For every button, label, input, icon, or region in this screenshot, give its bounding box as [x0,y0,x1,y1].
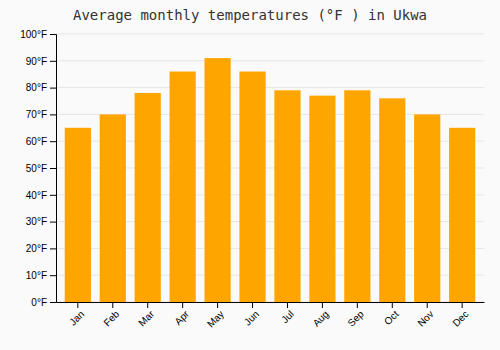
x-tick-mark [322,302,323,308]
y-axis-line [50,35,57,303]
y-tick-mark [50,222,56,223]
y-tick: 80°F [26,82,56,93]
x-tick: Sep [345,302,366,329]
y-tick-mark [50,275,56,276]
bar [170,72,196,302]
y-tick-mark [50,302,56,303]
x-tick-mark [112,302,113,308]
y-tick-label: 100°F [20,29,47,40]
y-tick-mark [50,114,56,115]
plot-area: 0°F 10°F 20°F 30°F 40°F 50°F 60°F 70°F 80°F 90°F 1… [20,29,484,330]
bar [100,114,126,302]
y-tick-mark [50,248,56,249]
y-tick: 100°F [20,29,56,40]
x-tick-label: Nov [415,308,435,328]
y-tick: 30°F [26,216,56,227]
bar [449,128,475,302]
x-tick-label: Dec [450,308,470,328]
x-tick-mark [147,302,148,308]
x-tick-label: Aug [311,308,331,328]
x-tick-label: Jun [242,308,261,327]
x-axis-line [57,302,485,303]
x-tick: Feb [101,302,121,328]
x-tick: May [205,302,226,330]
x-tick-mark [392,302,393,308]
bar [239,72,265,302]
y-tick-mark [50,141,56,142]
y-tick: 20°F [26,243,56,254]
x-tick-mark [462,302,463,308]
y-tick-label: 80°F [26,82,47,93]
y-tick-label: 20°F [26,243,47,254]
y-tick-mark [50,168,56,169]
y-tick-mark [50,61,56,62]
grid-line [56,87,484,88]
bar [65,128,91,302]
x-tick: Nov [415,302,435,329]
x-tick: Aug [311,302,331,329]
y-tick-label: 0°F [31,297,47,308]
grid-line [56,34,484,35]
x-tick-mark [287,302,288,308]
chart-container: Average monthly temperatures (°F ) in Uk… [0,0,500,350]
x-tick-mark [217,302,218,308]
x-tick: Mar [136,302,156,328]
x-tick-label: Feb [101,308,121,328]
bar [309,96,335,302]
x-tick-mark [427,302,428,308]
bar [414,114,440,302]
chart-svg: Average monthly temperatures (°F ) in Uk… [0,0,500,350]
x-axis: Jan Feb Mar Apr May Jun Jul Aug Sep Oct Nov Dec [57,302,485,330]
x-tick-label: Apr [172,308,191,327]
y-tick: 60°F [26,136,56,147]
y-tick-mark [50,195,56,196]
y-tick-label: 70°F [26,109,47,120]
y-tick-label: 40°F [26,190,47,201]
x-tick: Jun [242,302,261,328]
bar [135,93,161,302]
y-tick: 70°F [26,109,56,120]
y-tick-mark [50,88,56,89]
y-tick: 50°F [26,163,56,174]
y-tick-label: 10°F [26,270,47,281]
y-tick: 90°F [26,56,56,67]
y-tick: 10°F [26,270,56,281]
x-tick-mark [77,302,78,308]
x-tick-label: Jan [67,308,86,327]
bar [204,58,230,302]
y-tick: 40°F [26,190,56,201]
y-tick-label: 30°F [26,216,47,227]
x-tick: Jan [67,302,86,328]
chart-title: Average monthly temperatures (°F ) in Uk… [73,7,427,23]
bars [65,58,476,302]
x-tick-label: Oct [382,308,401,327]
x-tick: Jul [279,302,296,325]
x-tick-mark [252,302,253,308]
x-tick-mark [182,302,183,308]
y-tick-label: 60°F [26,136,47,147]
x-tick-label: May [205,308,226,329]
y-tick-mark [50,34,56,35]
y-tick: 0°F [31,297,56,308]
bar [274,90,300,302]
x-tick-mark [357,302,358,308]
y-tick-label: 90°F [26,56,47,67]
x-tick: Dec [450,302,470,329]
y-tick-label: 50°F [26,163,47,174]
bar [379,98,405,302]
x-tick: Apr [172,302,191,327]
grid-line [56,60,484,61]
x-tick-label: Jul [279,308,296,325]
x-tick-label: Sep [345,308,366,329]
grid [56,34,484,302]
y-axis: 0°F 10°F 20°F 30°F 40°F 50°F 60°F 70°F 80°F 90°F 1… [20,29,56,308]
x-tick-label: Mar [136,308,156,328]
x-tick: Oct [382,302,401,327]
bar [344,90,370,302]
